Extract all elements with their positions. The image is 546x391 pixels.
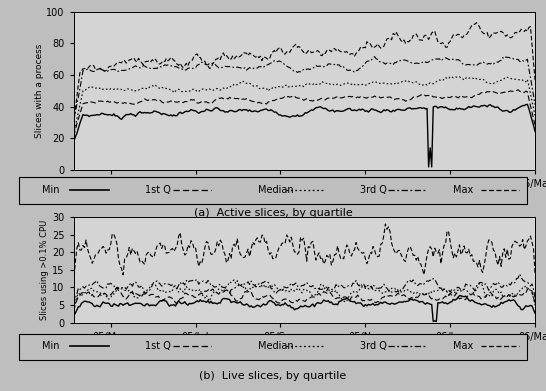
Text: Min: Min bbox=[42, 341, 60, 352]
FancyBboxPatch shape bbox=[19, 334, 527, 360]
Text: Max: Max bbox=[453, 185, 473, 195]
Text: (a)  Active slices, by quartile: (a) Active slices, by quartile bbox=[194, 208, 352, 218]
Text: Min: Min bbox=[42, 185, 60, 195]
Text: 1st Q: 1st Q bbox=[145, 341, 170, 352]
Text: 3rd Q: 3rd Q bbox=[360, 341, 387, 352]
Text: (b)  Live slices, by quartile: (b) Live slices, by quartile bbox=[199, 371, 347, 381]
Text: Max: Max bbox=[453, 341, 473, 352]
Text: Median: Median bbox=[258, 185, 293, 195]
Y-axis label: Slices using >0.1% CPU: Slices using >0.1% CPU bbox=[40, 220, 49, 320]
FancyBboxPatch shape bbox=[19, 178, 527, 204]
Text: 3rd Q: 3rd Q bbox=[360, 185, 387, 195]
Y-axis label: Slices with a process: Slices with a process bbox=[34, 44, 44, 138]
Text: 1st Q: 1st Q bbox=[145, 185, 170, 195]
Text: Median: Median bbox=[258, 341, 293, 352]
